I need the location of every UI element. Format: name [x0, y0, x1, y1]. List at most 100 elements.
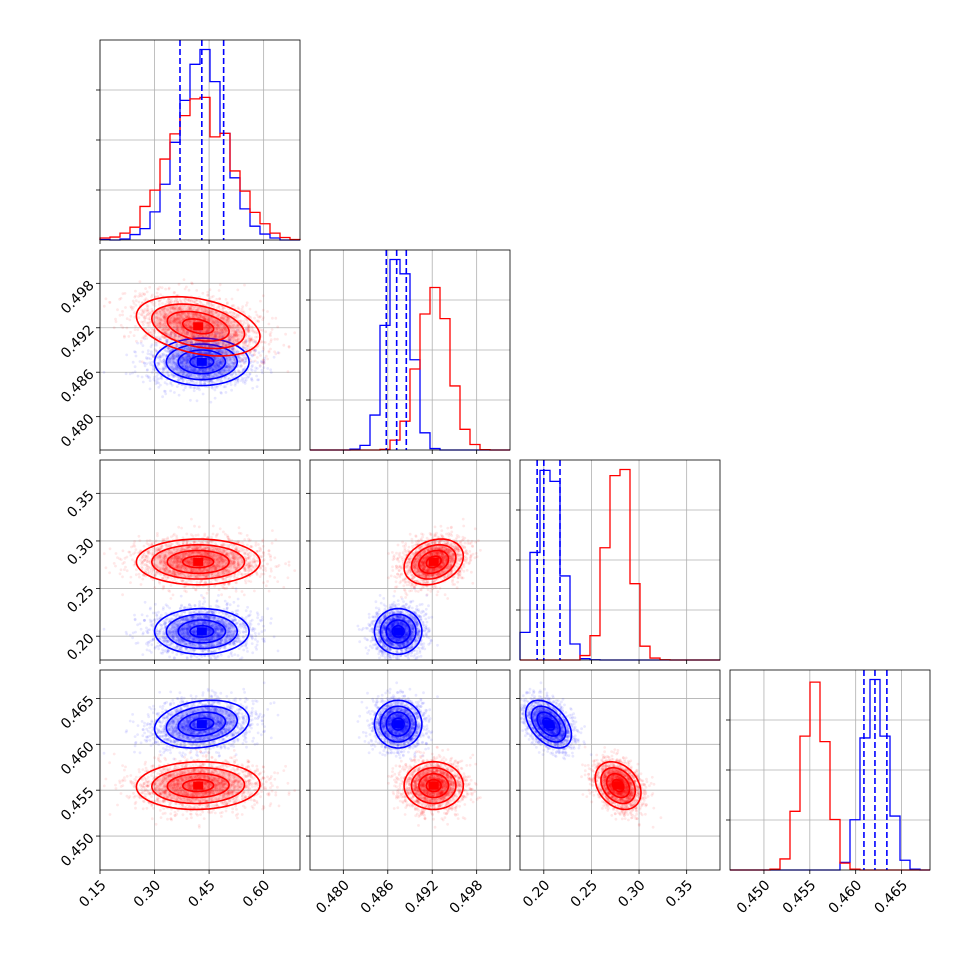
scatter-point	[178, 305, 182, 309]
scatter-point	[121, 310, 124, 313]
scatter-point	[262, 316, 265, 319]
scatter-point	[215, 297, 219, 301]
scatter-point	[225, 319, 229, 323]
scatter-point	[140, 375, 144, 379]
scatter-point	[221, 342, 225, 346]
scatter-point	[182, 328, 186, 332]
scatter-point	[200, 308, 204, 312]
scatter-point	[230, 305, 234, 308]
scatter-point	[188, 325, 192, 329]
scatter-point	[206, 309, 210, 313]
scatter-point	[175, 343, 178, 347]
scatter-point	[124, 306, 127, 309]
scatter-point	[168, 321, 172, 325]
scatter-point	[207, 326, 211, 329]
scatter-point	[147, 312, 151, 316]
y-tick-label: 0.498	[58, 278, 98, 318]
scatter-point	[170, 383, 174, 387]
scatter-point	[223, 327, 227, 331]
scatter-point	[177, 393, 181, 397]
scatter-point	[175, 318, 179, 321]
scatter-point	[218, 308, 222, 311]
scatter-point	[219, 316, 223, 320]
scatter-point	[216, 323, 220, 327]
scatter-point	[212, 321, 216, 325]
scatter-point	[177, 313, 181, 316]
scatter-point	[187, 355, 191, 358]
scatter-point	[167, 301, 171, 305]
scatter-point	[175, 327, 179, 331]
scatter-point	[176, 300, 180, 304]
scatter-point	[232, 333, 236, 337]
scatter-point	[158, 310, 162, 314]
scatter-point	[130, 306, 133, 310]
scatter-point	[233, 334, 237, 338]
scatter-point	[218, 297, 222, 301]
scatter-point	[208, 334, 211, 338]
scatter-point	[210, 332, 214, 336]
scatter-point	[148, 352, 152, 356]
scatter-point	[170, 299, 173, 303]
scatter-point	[179, 322, 183, 326]
scatter-point	[287, 345, 291, 349]
scatter-point	[169, 381, 173, 384]
scatter-point	[204, 325, 207, 329]
scatter-point	[177, 327, 180, 331]
scatter-point	[170, 330, 174, 334]
scatter-point	[177, 320, 181, 323]
scatter-point	[157, 303, 161, 306]
scatter-point	[161, 325, 165, 329]
scatter-point	[257, 351, 261, 355]
scatter-point	[251, 325, 254, 329]
scatter-point	[171, 307, 175, 311]
scatter-point	[136, 341, 140, 345]
scatter-point	[171, 306, 175, 309]
scatter-point	[198, 315, 201, 319]
scatter-point	[204, 323, 208, 327]
scatter-point	[188, 307, 192, 311]
scatter-point	[206, 326, 210, 330]
scatter-point	[172, 305, 176, 308]
scatter-point	[114, 320, 118, 323]
scatter-point	[232, 304, 236, 307]
scatter-point	[215, 311, 219, 315]
scatter-point	[155, 374, 159, 378]
scatter-point	[209, 326, 212, 329]
scatter-point	[206, 290, 210, 294]
scatter-point	[166, 328, 170, 332]
scatter-point	[198, 314, 202, 318]
scatter-point	[168, 340, 172, 344]
scatter-point	[198, 313, 202, 317]
scatter-point	[134, 289, 137, 293]
scatter-point	[164, 312, 168, 316]
scatter-point	[193, 333, 197, 337]
scatter-point	[220, 316, 223, 320]
scatter-point	[229, 333, 233, 337]
scatter-point	[164, 321, 167, 325]
scatter-point	[121, 313, 124, 317]
scatter-point	[173, 317, 177, 320]
scatter-point	[248, 307, 252, 311]
scatter-point	[232, 333, 236, 337]
scatter-point	[250, 336, 254, 340]
scatter-point	[206, 318, 210, 322]
scatter-point	[221, 359, 225, 363]
scatter-point	[252, 338, 256, 342]
scatter-point	[123, 334, 126, 338]
scatter-point	[178, 314, 182, 317]
scatter-point	[260, 340, 264, 344]
scatter-point	[152, 328, 156, 331]
scatter-point	[155, 315, 159, 319]
scatter-point	[215, 327, 219, 331]
scatter-point	[206, 327, 210, 331]
scatter-point	[235, 334, 238, 338]
scatter-point	[195, 299, 199, 302]
scatter-point	[261, 362, 265, 365]
scatter-point	[189, 327, 193, 330]
scatter-point	[161, 395, 165, 399]
scatter-point	[172, 320, 176, 324]
scatter-point	[220, 334, 224, 337]
scatter-point	[179, 314, 183, 318]
scatter-point	[222, 372, 226, 375]
scatter-point	[211, 312, 215, 316]
